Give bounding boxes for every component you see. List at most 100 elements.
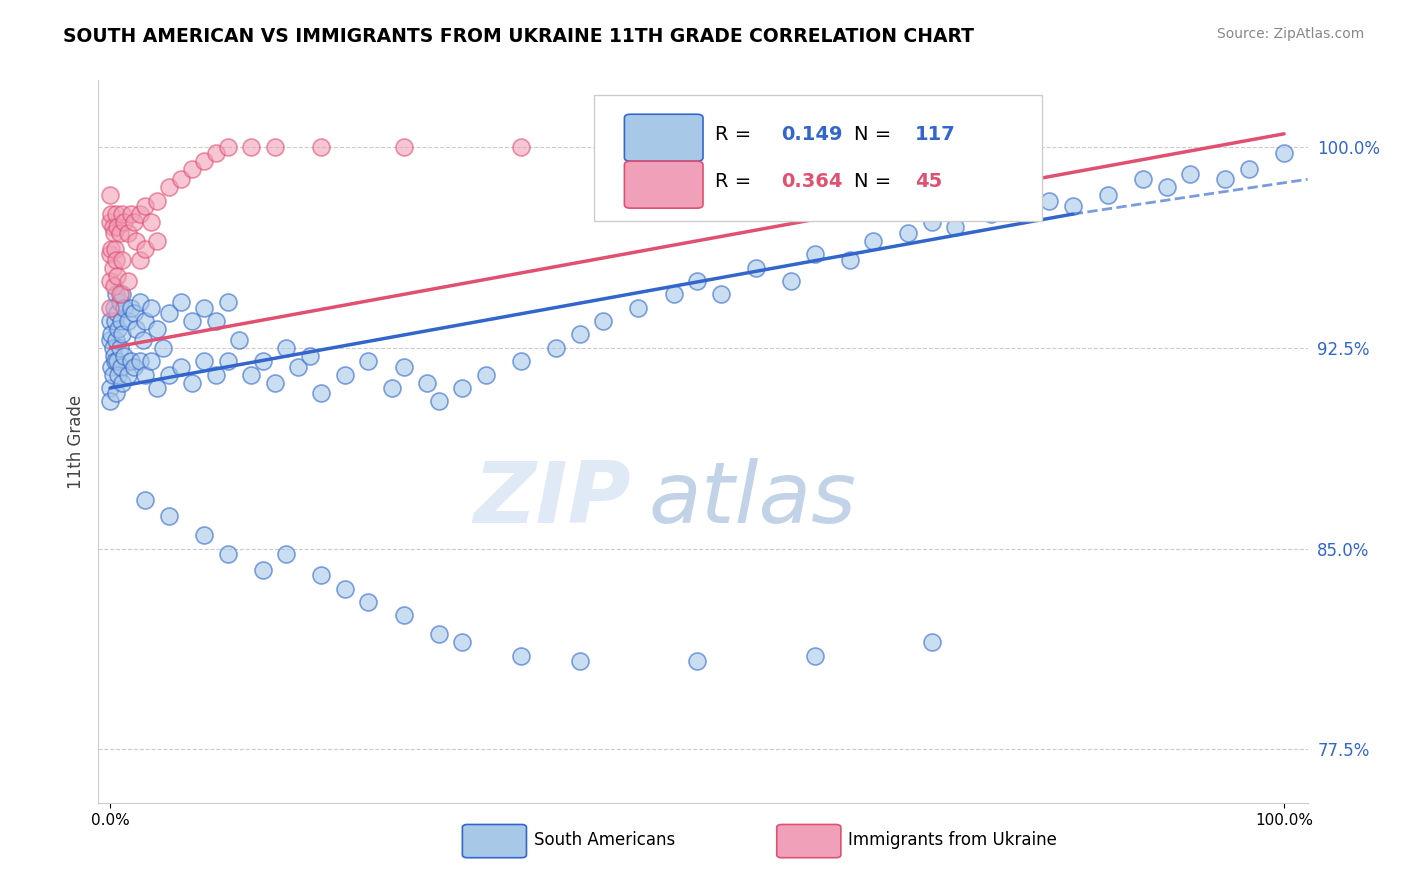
Point <box>897 226 920 240</box>
Point <box>134 368 156 382</box>
Point <box>510 354 533 368</box>
Point <box>780 274 803 288</box>
Point <box>298 349 321 363</box>
Text: ZIP: ZIP <box>472 458 630 541</box>
Text: Immigrants from Ukraine: Immigrants from Ukraine <box>848 831 1057 849</box>
Point <box>111 252 134 267</box>
Point <box>120 207 142 221</box>
Point <box>1237 161 1260 176</box>
Text: 0.149: 0.149 <box>782 125 844 144</box>
Point <box>710 287 733 301</box>
Point <box>125 322 148 336</box>
Point <box>98 247 121 261</box>
Point <box>803 648 825 663</box>
Text: R =: R = <box>716 172 758 191</box>
Point <box>333 368 356 382</box>
Point <box>122 359 145 374</box>
Point <box>117 274 139 288</box>
Point <box>120 354 142 368</box>
Point <box>1272 145 1295 160</box>
FancyBboxPatch shape <box>595 95 1042 221</box>
Point <box>1180 167 1202 181</box>
Point <box>111 207 134 221</box>
Point <box>475 368 498 382</box>
Point <box>1215 172 1237 186</box>
Text: N =: N = <box>855 125 897 144</box>
Text: Source: ZipAtlas.com: Source: ZipAtlas.com <box>1216 27 1364 41</box>
Point <box>105 287 128 301</box>
Point <box>392 140 415 154</box>
Point <box>110 314 132 328</box>
Point <box>117 226 139 240</box>
Point <box>217 547 239 561</box>
Point <box>108 295 131 310</box>
Point <box>193 301 215 315</box>
Point <box>105 306 128 320</box>
Point <box>105 220 128 235</box>
Point <box>98 381 121 395</box>
Point <box>1062 199 1084 213</box>
Point <box>125 234 148 248</box>
Point <box>838 252 860 267</box>
Point <box>98 215 121 229</box>
Point <box>98 314 121 328</box>
Point <box>217 295 239 310</box>
Point <box>101 220 124 235</box>
Point <box>169 359 191 374</box>
Point <box>357 595 380 609</box>
Point <box>311 568 333 582</box>
Point <box>111 287 134 301</box>
Point <box>103 226 125 240</box>
Point <box>107 322 129 336</box>
Point <box>381 381 404 395</box>
Point <box>105 386 128 401</box>
Point <box>104 314 127 328</box>
Point <box>686 140 709 154</box>
Point <box>546 341 568 355</box>
Point <box>108 226 131 240</box>
Point <box>240 140 263 154</box>
Point <box>146 234 169 248</box>
Point <box>100 207 122 221</box>
Text: N =: N = <box>855 172 897 191</box>
Point <box>217 140 239 154</box>
Text: 0.364: 0.364 <box>782 172 844 191</box>
Point <box>193 528 215 542</box>
Point <box>627 301 650 315</box>
Point <box>103 349 125 363</box>
Point <box>204 314 226 328</box>
Point <box>252 563 274 577</box>
Point <box>104 242 127 256</box>
Point <box>204 368 226 382</box>
Point <box>686 274 709 288</box>
Point <box>100 359 122 374</box>
Point <box>263 376 285 390</box>
Text: South Americans: South Americans <box>534 831 675 849</box>
Point <box>333 582 356 596</box>
Text: R =: R = <box>716 125 758 144</box>
Point <box>862 234 884 248</box>
Point <box>157 509 180 524</box>
Point <box>101 368 124 382</box>
Point <box>980 207 1002 221</box>
Point <box>103 279 125 293</box>
Point <box>105 333 128 347</box>
Point <box>128 207 150 221</box>
Point <box>128 295 150 310</box>
Point <box>803 247 825 261</box>
FancyBboxPatch shape <box>463 824 526 858</box>
Point <box>451 635 474 649</box>
Point <box>122 215 145 229</box>
Point <box>1156 180 1178 194</box>
Point <box>169 172 191 186</box>
Point <box>1015 199 1038 213</box>
Point <box>146 381 169 395</box>
Point <box>134 314 156 328</box>
Point <box>510 648 533 663</box>
Point <box>105 268 128 283</box>
Point <box>108 341 131 355</box>
Point <box>132 333 155 347</box>
Point <box>276 547 298 561</box>
FancyBboxPatch shape <box>624 161 703 208</box>
Point <box>592 314 614 328</box>
